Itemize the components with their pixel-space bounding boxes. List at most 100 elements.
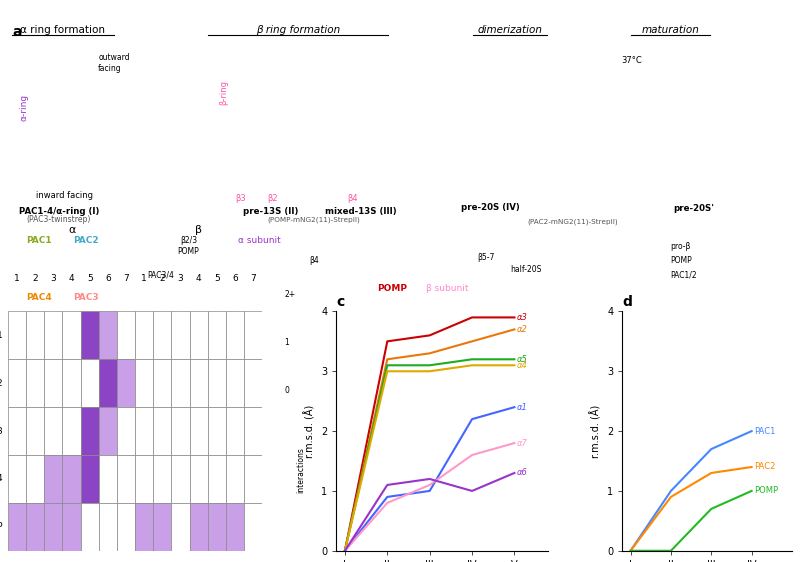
Bar (208, 311, 226, 359)
Text: interactions: interactions (296, 447, 305, 493)
Text: mixed-13S (III): mixed-13S (III) (325, 207, 397, 216)
Bar (154, 455, 171, 503)
Bar (26, 503, 44, 551)
Bar (171, 455, 190, 503)
Bar (244, 311, 262, 359)
Bar (81, 503, 99, 551)
Text: α1: α1 (517, 402, 527, 412)
Bar (44, 503, 62, 551)
Text: POMP: POMP (670, 256, 692, 265)
Bar (117, 311, 135, 359)
Text: PAC1: PAC1 (754, 427, 775, 436)
Bar (226, 503, 244, 551)
Bar (8, 359, 26, 407)
Text: 1: 1 (284, 338, 289, 347)
Text: β2: β2 (268, 194, 278, 203)
Text: PAC4: PAC4 (0, 474, 2, 483)
Bar (135, 503, 154, 551)
Text: PAC1/2: PAC1/2 (670, 270, 697, 279)
Bar (26, 455, 44, 503)
Bar (117, 503, 135, 551)
Bar (268, 278, 281, 311)
Bar (171, 359, 190, 407)
Bar (268, 326, 281, 359)
Bar (81, 359, 99, 407)
Bar (135, 311, 154, 359)
Text: half-20S: half-20S (510, 265, 541, 274)
Bar (244, 455, 262, 503)
Text: α4: α4 (517, 361, 527, 370)
Text: α3: α3 (517, 313, 527, 322)
Bar (244, 359, 262, 407)
Text: PAC4: PAC4 (26, 293, 52, 302)
Bar (81, 407, 99, 455)
Bar (226, 359, 244, 407)
Text: inward facing: inward facing (36, 192, 93, 201)
Bar (44, 407, 62, 455)
Bar (171, 503, 190, 551)
Text: 2: 2 (159, 274, 165, 283)
Bar (268, 374, 281, 407)
Text: pro-β: pro-β (670, 242, 691, 251)
Text: β ring formation: β ring formation (256, 25, 340, 35)
Text: α7: α7 (517, 438, 527, 447)
Bar (154, 407, 171, 455)
Bar (171, 311, 190, 359)
Bar (99, 359, 117, 407)
Bar (26, 407, 44, 455)
Bar (117, 407, 135, 455)
Y-axis label: r.m.s.d. (Å): r.m.s.d. (Å) (590, 405, 602, 457)
Text: β4: β4 (348, 194, 358, 203)
Bar (62, 311, 81, 359)
Text: PAC1: PAC1 (26, 237, 52, 246)
Text: a: a (12, 25, 22, 39)
Text: β-ring: β-ring (220, 80, 229, 106)
Text: dimerization: dimerization (478, 25, 542, 35)
Bar (99, 407, 117, 455)
Bar (190, 503, 208, 551)
Text: 4: 4 (69, 274, 74, 283)
Text: (POMP-mNG2(11)-StrepII): (POMP-mNG2(11)-StrepII) (267, 217, 360, 223)
Bar (62, 407, 81, 455)
Text: PAC3/4: PAC3/4 (147, 270, 174, 279)
Y-axis label: r.m.s.d. (Å): r.m.s.d. (Å) (304, 405, 315, 457)
Bar (190, 311, 208, 359)
Bar (26, 311, 44, 359)
Bar (190, 407, 208, 455)
Bar (81, 311, 99, 359)
Text: POMP: POMP (377, 284, 407, 293)
Text: 2+: 2+ (284, 290, 295, 299)
Text: β3: β3 (235, 194, 246, 203)
Text: pre-20S (IV): pre-20S (IV) (461, 203, 519, 212)
Bar (117, 359, 135, 407)
Text: β: β (195, 225, 202, 235)
Text: pre-13S (II): pre-13S (II) (243, 207, 298, 216)
Text: 0: 0 (284, 386, 289, 395)
Bar (99, 311, 117, 359)
Text: 5: 5 (214, 274, 220, 283)
Bar (154, 359, 171, 407)
Bar (154, 311, 171, 359)
Text: PAC1-4/α-ring (I): PAC1-4/α-ring (I) (18, 207, 99, 216)
Text: pre-20S': pre-20S' (674, 204, 714, 213)
Text: PAC3: PAC3 (74, 293, 99, 302)
Text: β2/3
POMP: β2/3 POMP (178, 237, 199, 256)
Text: PAC2: PAC2 (754, 463, 775, 472)
Bar (26, 359, 44, 407)
Bar (44, 311, 62, 359)
Bar (244, 503, 262, 551)
Text: 7: 7 (123, 274, 129, 283)
Text: 3: 3 (50, 274, 56, 283)
Bar (62, 455, 81, 503)
Bar (99, 503, 117, 551)
Text: 7: 7 (250, 274, 256, 283)
Bar (62, 503, 81, 551)
Bar (99, 455, 117, 503)
Bar (208, 455, 226, 503)
Bar (62, 359, 81, 407)
Text: 3: 3 (178, 274, 183, 283)
Text: PAC1: PAC1 (0, 331, 2, 340)
Text: (PAC3-twinstrep): (PAC3-twinstrep) (26, 215, 91, 224)
Text: 5: 5 (87, 274, 93, 283)
Bar (226, 311, 244, 359)
